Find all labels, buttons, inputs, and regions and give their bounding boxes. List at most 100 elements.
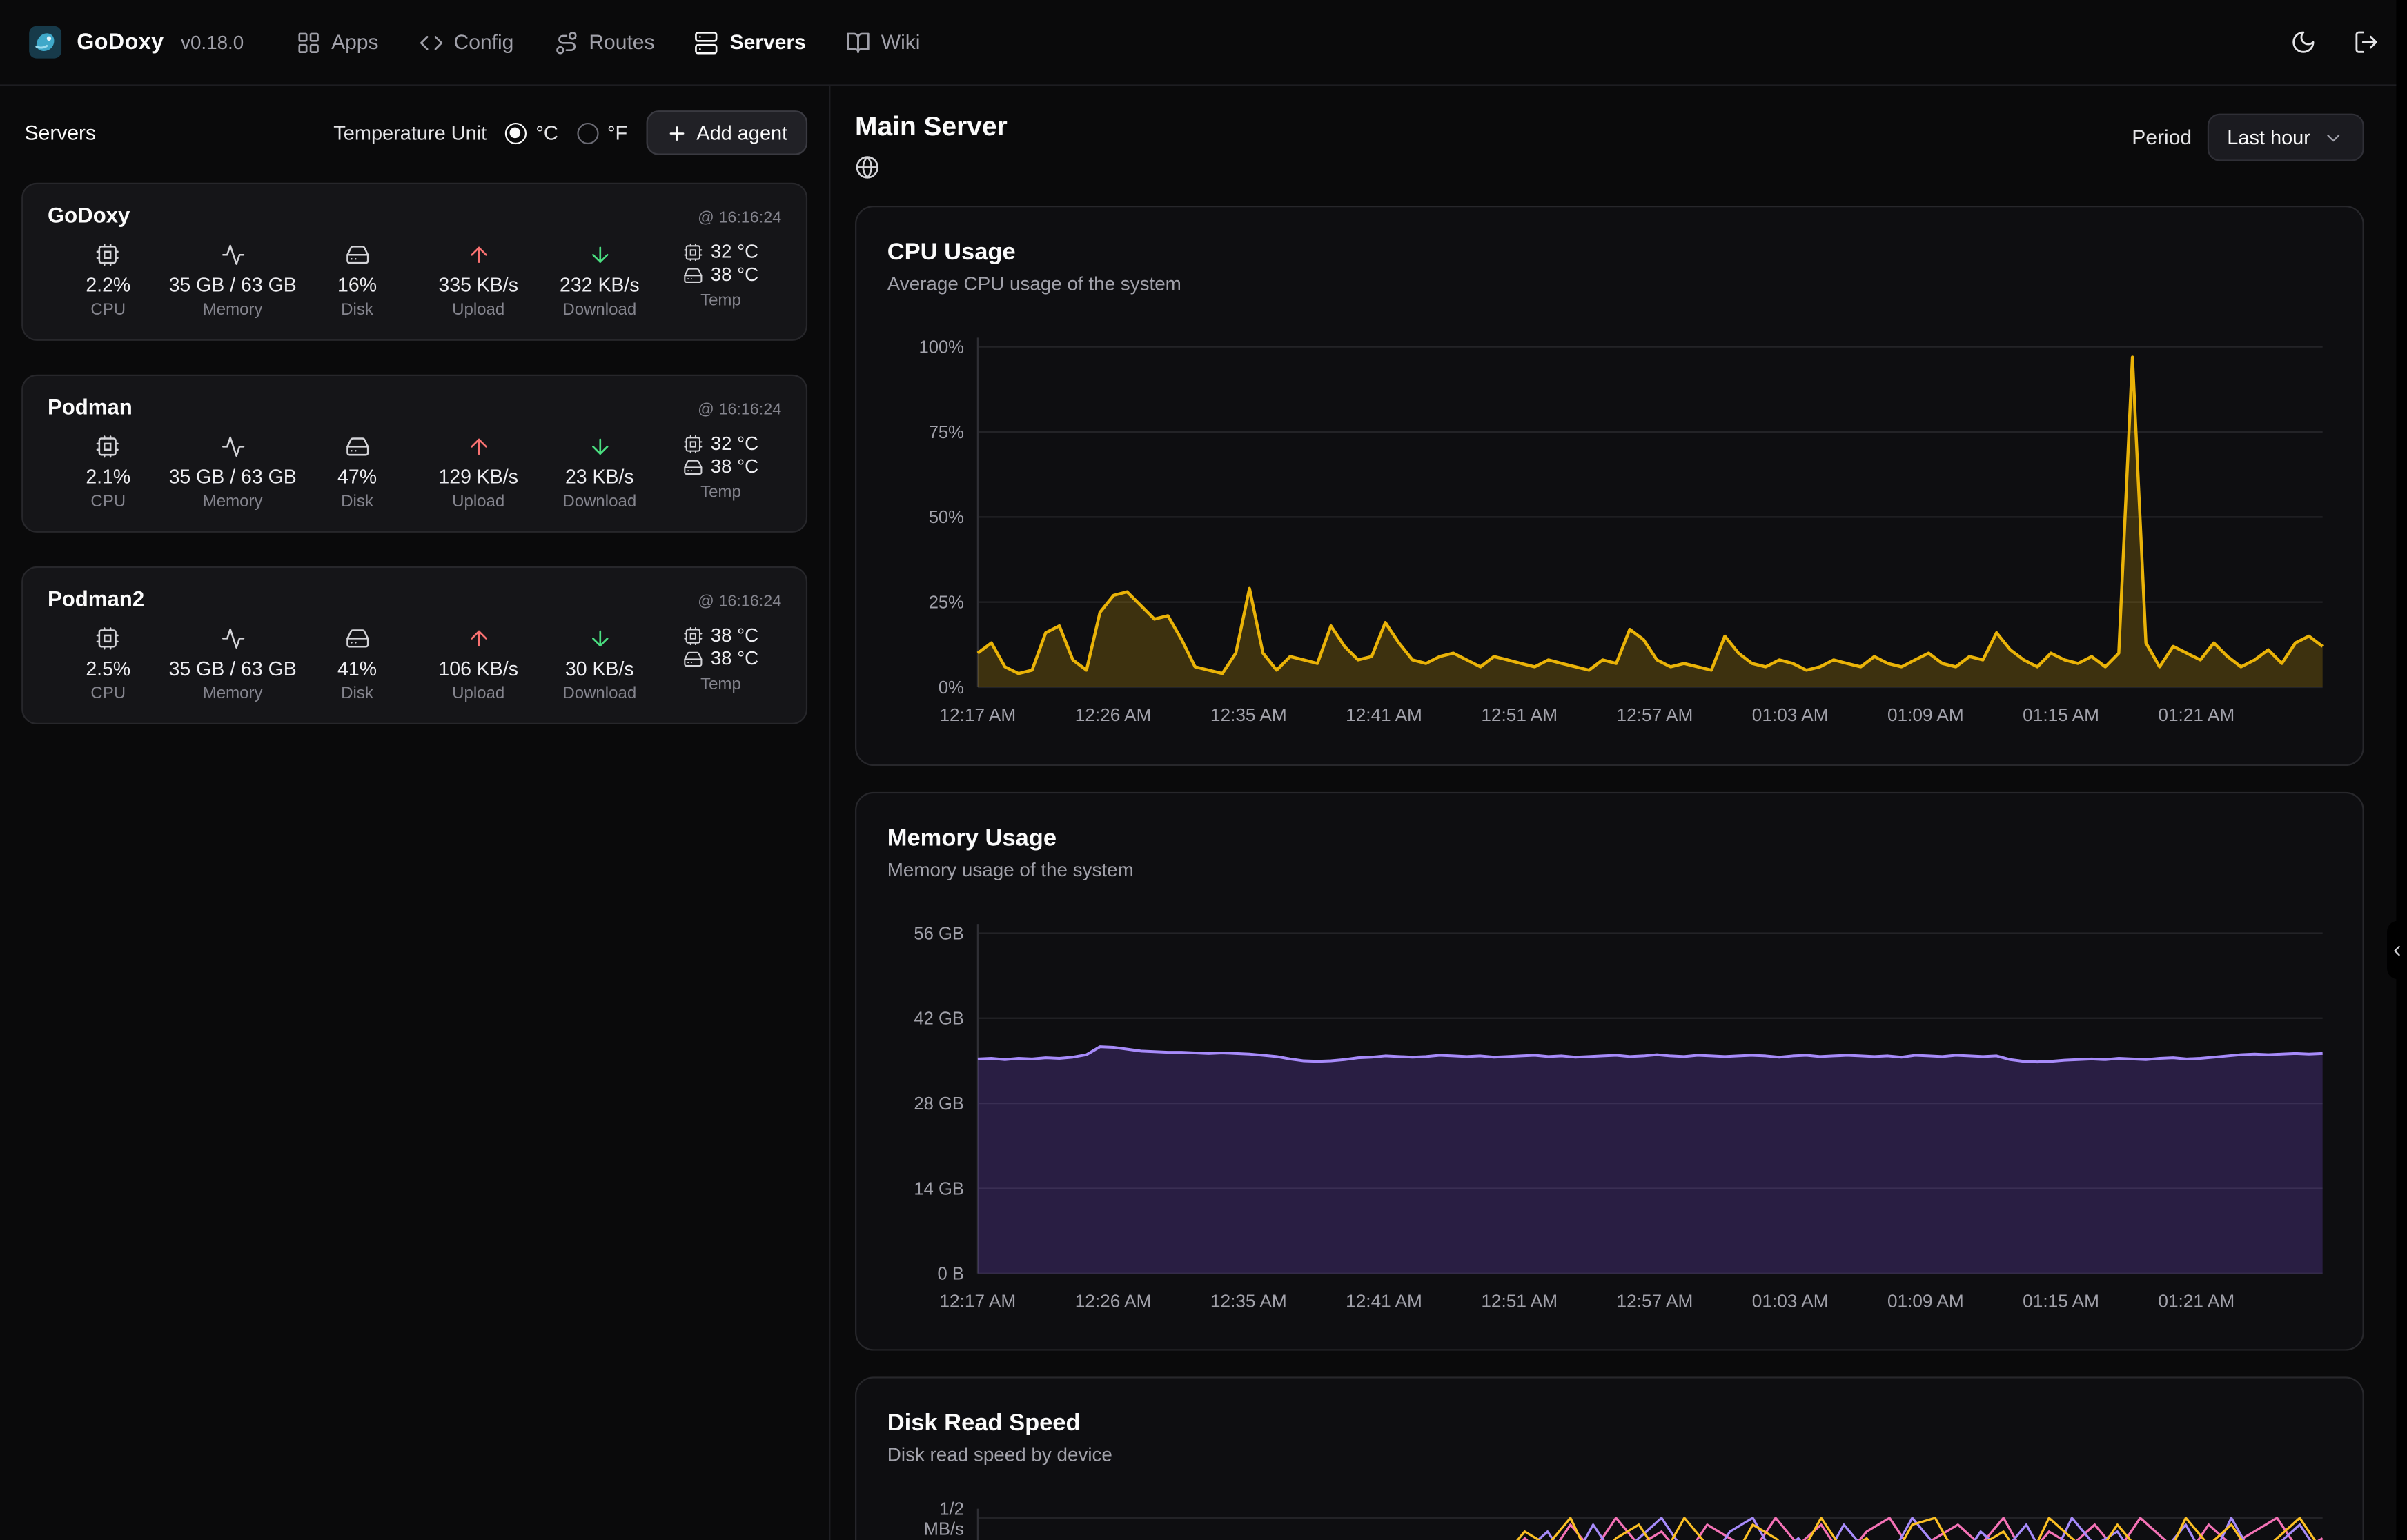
temperature-unit-label: Temperature Unit [333,121,487,145]
right-scroll-strip[interactable] [2396,0,2407,1540]
metric-disk: 16% Disk [297,241,418,319]
nav-servers-label: Servers [729,30,806,54]
route-icon [553,30,578,55]
add-agent-button[interactable]: Add agent [645,110,808,155]
metric-upload: 129 KB/s Upload [417,433,539,511]
memory-label: Memory [202,684,263,703]
cpu-icon [96,433,121,460]
svg-text:01:03 AM: 01:03 AM [1752,1290,1829,1311]
download-label: Download [562,684,637,703]
svg-text:14 GB: 14 GB [914,1179,963,1198]
metric-disk: 47% Disk [297,433,418,511]
nav-routes-label: Routes [589,30,655,54]
svg-text:12:51 AM: 12:51 AM [1481,1290,1558,1311]
disk-label: Disk [341,301,373,319]
svg-text:12:57 AM: 12:57 AM [1617,1290,1693,1311]
activity-icon [220,241,245,268]
memory-usage-chart: 56 GB 42 GB 28 GB 14 GB 0 B 12:17 AM 12:26 AM 1… [914,923,2323,1311]
svg-text:100%: 100% [919,338,964,357]
disk-value: 16% [337,273,377,297]
hard-drive-icon [345,624,370,652]
nav-wiki[interactable]: Wiki [846,30,920,55]
server-card[interactable]: GoDoxy @ 16:16:24 2.2% CPU 35 GB / 63 GB… [21,182,808,341]
disk-temp-value: 38 °C [710,647,759,669]
svg-text:12:41 AM: 12:41 AM [1346,704,1422,725]
globe-icon [855,155,880,180]
arrow-up-icon [466,241,491,268]
logout-icon[interactable] [2353,29,2379,55]
memory-label: Memory [202,493,263,511]
nav-apps[interactable]: Apps [296,30,379,55]
radio-celsius[interactable]: °C [504,121,558,144]
arrow-down-icon [587,433,612,460]
arrow-up-icon [466,624,491,652]
nav-config-label: Config [453,30,514,54]
memory-usage-card: Memory Usage Memory usage of the system … [855,791,2364,1352]
period-value: Last hour [2227,126,2310,149]
page-title: Main Server [855,110,1008,141]
topbar-actions [2290,29,2379,55]
svg-text:12:51 AM: 12:51 AM [1481,704,1558,725]
nav-routes[interactable]: Routes [553,30,655,55]
metric-temp: 32 °C 38 °C Temp [660,433,782,511]
cpu-temp-icon [683,433,703,453]
disk-temp-icon [683,649,703,669]
radio-celsius-circle [504,121,527,144]
upload-value: 106 KB/s [438,657,518,680]
theme-toggle-moon-icon[interactable] [2290,29,2317,55]
metric-download: 232 KB/s Download [539,241,660,319]
brand-name: GoDoxy [77,30,164,55]
disk-label: Disk [341,493,373,511]
disk-read-speed-card: Disk Read Speed Disk read speed by devic… [855,1377,2364,1540]
server-list: GoDoxy @ 16:16:24 2.2% CPU 35 GB / 63 GB… [0,170,829,737]
download-value: 30 KB/s [564,657,634,680]
nav-servers[interactable]: Servers [694,30,806,55]
cpu-label: CPU [90,684,126,703]
activity-icon [220,433,245,460]
radio-fahrenheit[interactable]: °F [576,121,627,144]
grid-icon [296,30,321,55]
upload-label: Upload [452,301,505,319]
server-timestamp: @ 16:16:24 [698,208,782,228]
disk-temp-icon [683,265,703,285]
main-panel: Main Server Period Last hour [830,86,2407,1540]
main-header: Main Server Period Last hour [855,108,2364,188]
svg-text:01:09 AM: 01:09 AM [1887,704,1964,725]
godoxy-logo [28,25,63,60]
metric-download: 30 KB/s Download [539,624,660,703]
upload-label: Upload [452,493,505,511]
sidebar-header: Servers Temperature Unit °C °F [0,86,829,170]
cpu-temp-icon [683,625,703,645]
svg-text:25%: 25% [929,593,964,613]
disk-temp-icon [683,457,703,477]
svg-text:1/2MB/s: 1/2 MB/s [924,1500,964,1539]
upload-label: Upload [452,684,505,703]
server-card[interactable]: Podman2 @ 16:16:24 2.5% CPU 35 GB / 63 G… [21,566,808,724]
memory-label: Memory [202,301,263,319]
metric-upload: 335 KB/s Upload [417,241,539,319]
period-select[interactable]: Last hour [2207,113,2364,161]
cpu-temp-value: 38 °C [710,624,759,646]
collapse-panel-handle[interactable] [2387,920,2407,980]
svg-text:12:26 AM: 12:26 AM [1075,1290,1152,1311]
activity-icon [220,624,245,652]
download-value: 232 KB/s [560,273,640,297]
period-control: Period Last hour [2132,113,2364,161]
cpu-temp-value: 32 °C [710,433,759,455]
disk-chart-title: Disk Read Speed [887,1411,1081,1438]
disk-chart-subtitle: Disk read speed by device [887,1445,1112,1467]
download-label: Download [562,493,637,511]
svg-text:01:15 AM: 01:15 AM [2023,704,2099,725]
disk-value: 47% [337,465,377,488]
metric-download: 23 KB/s Download [539,433,660,511]
server-timestamp: @ 16:16:24 [698,592,782,611]
download-label: Download [562,301,637,319]
metric-cpu: 2.1% CPU [48,433,169,511]
svg-text:12:41 AM: 12:41 AM [1346,1290,1422,1311]
server-card[interactable]: Podman @ 16:16:24 2.1% CPU 35 GB / 63 GB… [21,374,808,533]
svg-text:28 GB: 28 GB [914,1094,963,1113]
topbar: GoDoxy v0.18.0 Apps Config Routes [0,0,2407,86]
memory-value: 35 GB / 63 GB [168,657,297,680]
nav-config[interactable]: Config [418,30,513,55]
